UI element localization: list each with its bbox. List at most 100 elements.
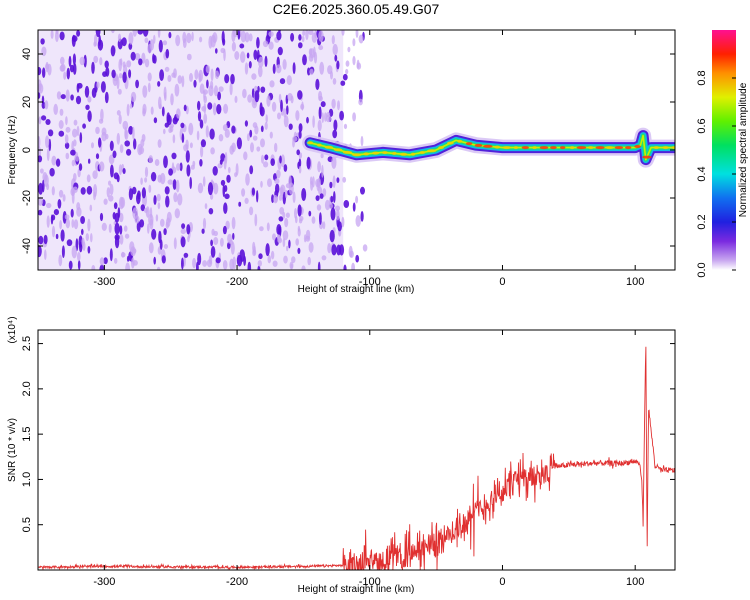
noise-speckle: [192, 257, 197, 269]
noise-speckle: [264, 55, 268, 67]
noise-speckle: [180, 236, 186, 248]
noise-speckle: [217, 91, 222, 101]
noise-speckle: [317, 261, 321, 270]
noise-speckle: [260, 86, 266, 93]
noise-speckle: [206, 259, 213, 268]
noise-speckle: [301, 101, 304, 111]
noise-speckle: [64, 134, 69, 144]
noise-speckle: [355, 30, 359, 38]
noise-speckle: [90, 233, 93, 243]
noise-speckle: [256, 37, 260, 49]
noise-speckle: [299, 215, 304, 222]
noise-speckle: [285, 212, 290, 218]
noise-speckle: [171, 152, 177, 160]
noise-speckle: [283, 108, 287, 118]
noise-speckle: [161, 255, 166, 264]
noise-speckle: [249, 129, 253, 138]
noise-speckle: [124, 140, 130, 147]
noise-speckle: [282, 211, 286, 219]
noise-speckle: [66, 67, 71, 80]
noise-speckle: [218, 86, 224, 92]
noise-speckle: [290, 32, 295, 42]
noise-speckle: [241, 188, 246, 197]
noise-speckle: [362, 244, 368, 252]
noise-speckle: [328, 203, 333, 209]
noise-speckle: [142, 103, 147, 115]
noise-speckle: [236, 254, 243, 267]
noise-speckle: [333, 119, 338, 131]
noise-speckle: [307, 256, 312, 266]
noise-speckle: [173, 68, 177, 79]
noise-speckle: [313, 46, 316, 58]
noise-speckle: [317, 161, 321, 173]
noise-speckle: [305, 235, 311, 242]
noise-speckle: [71, 191, 75, 204]
noise-speckle: [63, 71, 67, 80]
noise-speckle: [227, 242, 231, 250]
noise-speckle: [62, 211, 67, 224]
noise-speckle: [214, 70, 220, 79]
noise-speckle: [220, 237, 224, 247]
track-hotspot: [587, 146, 594, 150]
noise-speckle: [267, 178, 272, 188]
x-tick-label: -300: [93, 576, 115, 588]
noise-speckle: [198, 73, 202, 83]
noise-speckle: [283, 255, 288, 264]
colorbar-tick-label: 0.6: [696, 118, 708, 133]
noise-speckle: [148, 242, 154, 254]
snr-series-line: [38, 346, 675, 570]
noise-speckle: [278, 216, 284, 222]
noise-speckle: [320, 101, 326, 108]
noise-speckle: [223, 48, 226, 61]
noise-speckle: [126, 148, 132, 156]
noise-speckle: [77, 260, 81, 270]
noise-speckle: [72, 128, 78, 138]
track-hotspot: [653, 146, 660, 150]
noise-speckle: [81, 228, 84, 235]
noise-speckle: [51, 225, 56, 238]
noise-speckle: [191, 31, 194, 42]
noise-speckle: [339, 244, 345, 256]
noise-speckle: [282, 237, 286, 248]
noise-speckle: [84, 85, 90, 98]
noise-speckle: [109, 183, 114, 196]
noise-speckle: [172, 134, 176, 144]
y-tick-label: -20: [21, 190, 33, 206]
noise-speckle: [95, 30, 101, 38]
track-hotspot: [438, 146, 444, 150]
noise-speckle: [216, 104, 222, 115]
noise-speckle: [302, 30, 306, 36]
noise-speckle: [41, 46, 47, 57]
noise-speckle: [305, 30, 309, 41]
noise-speckle: [229, 145, 234, 155]
noise-speckle: [71, 34, 76, 47]
noise-speckle: [332, 129, 338, 139]
noise-speckle: [285, 183, 291, 189]
noise-speckle: [161, 106, 165, 117]
noise-speckle: [159, 103, 162, 110]
noise-speckle: [174, 83, 180, 97]
noise-speckle: [297, 247, 301, 254]
noise-speckle: [347, 46, 351, 53]
noise-speckle: [144, 177, 148, 183]
noise-speckle: [335, 205, 340, 211]
noise-speckle: [166, 114, 172, 126]
y-tick-label: -40: [21, 238, 33, 254]
noise-speckle: [38, 245, 42, 258]
noise-speckle: [122, 168, 126, 174]
track-hotspot: [662, 146, 669, 150]
noise-speckle: [301, 188, 307, 201]
spectrogram-x-ticks: -300 -200 -100 0 100: [93, 30, 644, 288]
noise-speckle: [210, 34, 216, 48]
noise-speckle: [260, 180, 263, 188]
noise-speckle: [133, 138, 137, 150]
noise-speckle: [284, 189, 288, 199]
track-hotspot: [419, 151, 426, 154]
noise-speckle: [87, 110, 92, 122]
noise-speckle: [91, 142, 94, 149]
x-tick-label: 0: [499, 276, 505, 288]
noise-speckle: [122, 71, 127, 84]
noise-speckle: [163, 86, 167, 99]
noise-speckle: [141, 187, 146, 199]
noise-speckle: [38, 235, 44, 245]
